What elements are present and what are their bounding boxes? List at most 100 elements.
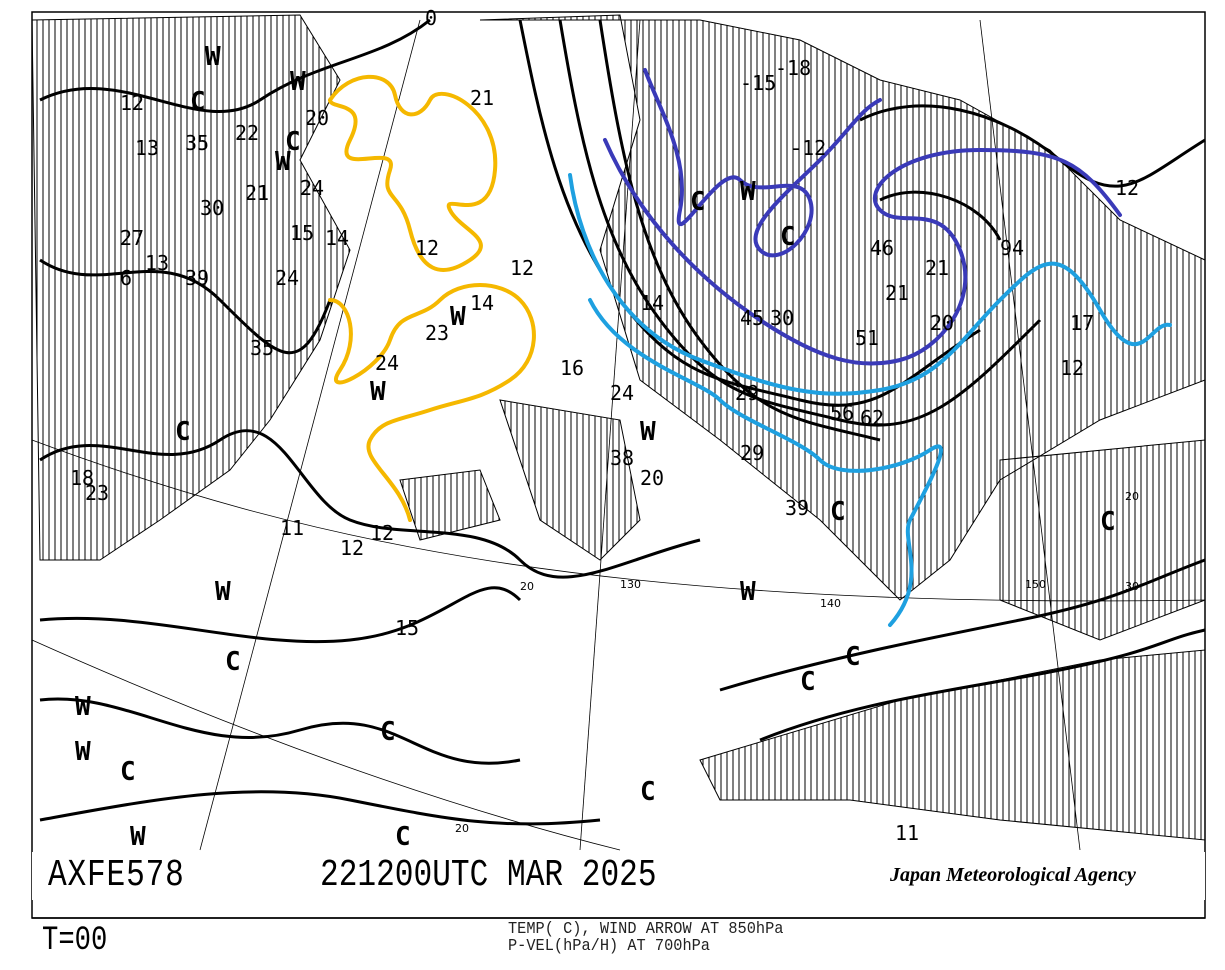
map-label: 35 — [250, 336, 274, 360]
map-label: 11 — [895, 821, 919, 845]
map-label: C — [380, 717, 396, 747]
chart-code: AXFE578 — [48, 854, 185, 897]
map-label: 12 — [510, 256, 534, 280]
map-label: 23 — [85, 481, 109, 505]
map-label: 21 — [470, 86, 494, 110]
map-label: W — [450, 302, 466, 332]
grid-label: 20 — [520, 580, 534, 593]
grid-labels: 130 140 150 30 20 20 20 — [455, 490, 1139, 835]
isotherm-cold — [603, 68, 1122, 366]
map-label: 39 — [785, 496, 809, 520]
map-label: 18 — [70, 466, 94, 490]
map-label: C — [845, 642, 861, 672]
grid-label: 30 — [1125, 580, 1139, 593]
map-label: 21 — [925, 256, 949, 280]
map-label: 22 — [235, 121, 259, 145]
grid-label: 20 — [1125, 490, 1139, 503]
map-label: 16 — [560, 356, 584, 380]
map-label: W — [215, 577, 231, 607]
map-label: 24 — [275, 266, 299, 290]
map-label: 12 — [340, 536, 364, 560]
map-label: 24 — [300, 176, 324, 200]
map-label: 12 — [1115, 176, 1139, 200]
ascending-motion-hatch — [31, 14, 1206, 841]
map-label: C — [800, 667, 816, 697]
isotherm-mid — [568, 173, 1172, 627]
map-label: 13 — [145, 251, 169, 275]
map-label: 94 — [1000, 236, 1024, 260]
map-label: 12 — [370, 521, 394, 545]
map-label: C — [690, 187, 706, 217]
map-label: 13 — [135, 136, 159, 160]
map-label: C — [1100, 507, 1116, 537]
legend: TEMP( C), WIND ARROW AT 850hPa P-VEL(hPa… — [508, 921, 783, 955]
map-label: 6 — [120, 266, 132, 290]
forecast-time: T=00 — [42, 922, 108, 960]
map-label: 20 — [305, 106, 329, 130]
map-label: -15 — [740, 71, 776, 95]
map-label: 51 — [855, 326, 879, 350]
map-label: W — [740, 177, 756, 207]
map-label: 20 — [640, 466, 664, 490]
map-label: W — [275, 147, 291, 177]
map-label: -12 — [790, 136, 826, 160]
map-label: W — [205, 42, 221, 72]
map-label: 14 — [640, 291, 664, 315]
map-label: C — [780, 222, 796, 252]
legend-line-2: P-VEL(hPa/H) AT 700hPa — [508, 937, 710, 956]
map-label: 39 — [185, 266, 209, 290]
grid-label: 140 — [820, 597, 841, 610]
map-label: C — [120, 757, 136, 787]
map-label: 21 — [245, 181, 269, 205]
map-label: 17 — [1070, 311, 1094, 335]
map-label: C — [830, 497, 846, 527]
map-label: W — [290, 67, 306, 97]
map-label: 23 — [425, 321, 449, 345]
map-label: W — [75, 737, 91, 767]
map-label: 21 — [885, 281, 909, 305]
map-label: 46 — [870, 236, 894, 260]
map-label: 35 — [185, 131, 209, 155]
height-contours — [39, 18, 1206, 826]
grid-label: 150 — [1025, 578, 1046, 591]
map-label: 24 — [375, 351, 399, 375]
map-label: 27 — [120, 226, 144, 250]
grid-label: 20 — [455, 822, 469, 835]
valid-time: 221200UTC MAR 2025 — [320, 854, 657, 897]
map-label: 12 — [1060, 356, 1084, 380]
map-label: 45 — [740, 306, 764, 330]
map-label: 20 — [930, 311, 954, 335]
isotherm-warm — [328, 74, 536, 522]
grid-label: 130 — [620, 578, 641, 591]
map-label: 29 — [740, 441, 764, 465]
map-label: W — [640, 417, 656, 447]
map-label: C — [395, 822, 411, 852]
map-label: 29 — [735, 381, 759, 405]
map-label: C — [285, 127, 301, 157]
map-label: 0 — [425, 6, 437, 30]
map-label: 14 — [325, 226, 349, 250]
map-label: 38 — [610, 446, 634, 470]
map-label: 56 — [830, 401, 854, 425]
map-label: W — [130, 822, 146, 852]
map-label: C — [175, 417, 191, 447]
map-label: W — [75, 692, 91, 722]
map-label: 15 — [290, 221, 314, 245]
map-label: 15 — [395, 616, 419, 640]
map-label: W — [370, 377, 386, 407]
map-label: 12 — [120, 91, 144, 115]
map-label: C — [225, 647, 241, 677]
map-label: W — [740, 577, 756, 607]
map-label: 12 — [415, 236, 439, 260]
map-label: C — [640, 777, 656, 807]
map-label: -18 — [775, 56, 811, 80]
map-label: 11 — [280, 516, 304, 540]
map-label: 62 — [860, 406, 884, 430]
map-label: 14 — [470, 291, 494, 315]
map-label: 24 — [610, 381, 634, 405]
map-label: 30 — [200, 196, 224, 220]
map-label: C — [190, 87, 206, 117]
map-label: 30 — [770, 306, 794, 330]
